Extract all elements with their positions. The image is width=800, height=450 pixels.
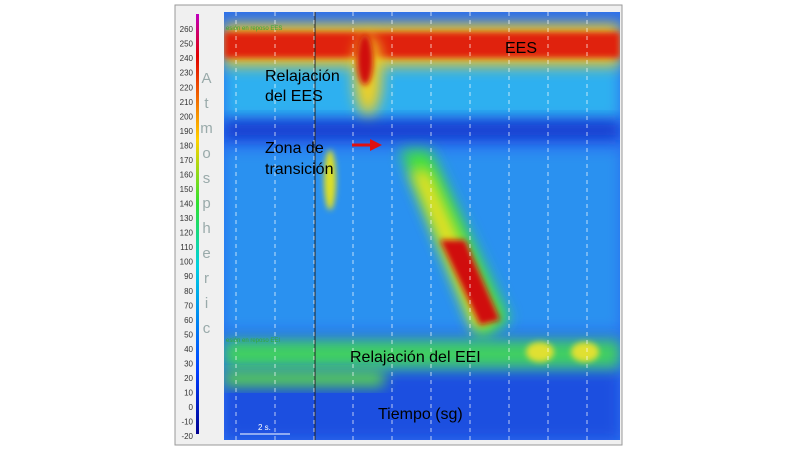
tick-label: 30 (184, 359, 193, 368)
tick-label: 140 (180, 200, 194, 209)
tick-label: 100 (180, 258, 194, 267)
color-bar (196, 14, 199, 434)
arrow-head (370, 139, 382, 151)
tick-label: 180 (180, 141, 194, 150)
tick-label: 70 (184, 301, 193, 310)
annotation: del EES (265, 88, 323, 105)
tick-label: 10 (184, 389, 193, 398)
tick-label: 40 (184, 345, 193, 354)
tick-label: 0 (189, 403, 194, 412)
tick-label: 20 (184, 374, 193, 383)
tick-label: 190 (180, 127, 194, 136)
tick-label: 160 (180, 170, 194, 179)
heatmap (224, 12, 620, 440)
scale-label: Atmospheric (198, 70, 215, 345)
annotation: Zona de (265, 140, 324, 157)
tick-label: 150 (180, 185, 194, 194)
tick-label: 50 (184, 330, 193, 339)
tick-label: -10 (181, 418, 193, 427)
annotation: transición (265, 161, 333, 178)
tick-label: 60 (184, 316, 193, 325)
annotation: Relajación del EEI (350, 349, 481, 366)
annotation: Relajación (265, 68, 340, 85)
annotation: EES (505, 40, 537, 57)
tick-label: 130 (180, 214, 194, 223)
tick-label: 210 (180, 98, 194, 107)
channel-label: esión en reposo EEI (226, 338, 280, 344)
scale-bar-label: 2 s. (258, 423, 271, 432)
tick-label: 250 (180, 40, 194, 49)
tick-label: 110 (180, 243, 193, 252)
tick-label: 230 (180, 69, 194, 78)
tick-label: 90 (184, 272, 193, 281)
tick-label: 80 (184, 287, 193, 296)
tick-label: 200 (180, 112, 194, 121)
channel-label: esión en reposo EES (226, 26, 282, 32)
tick-label: 260 (180, 25, 194, 34)
tick-label: -20 (181, 432, 193, 441)
tick-label: 170 (180, 156, 194, 165)
tick-label: 240 (180, 54, 194, 63)
tick-label: 220 (180, 83, 194, 92)
annotation: Tiempo (sg) (378, 406, 463, 423)
tick-label: 120 (180, 229, 194, 238)
